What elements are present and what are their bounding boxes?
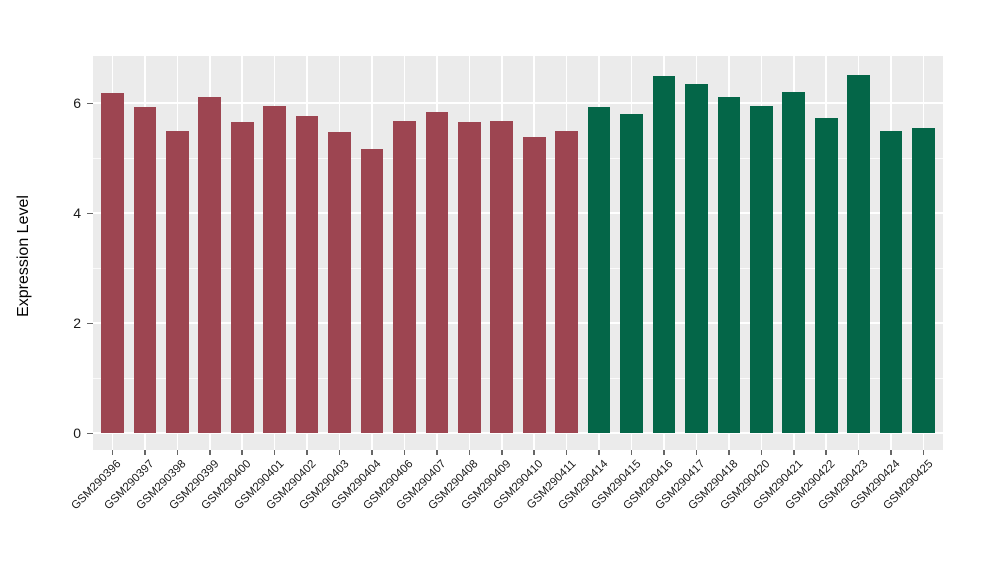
x-tick-mark [793, 450, 795, 455]
bar-GSM290411 [555, 131, 578, 434]
x-tick-mark [501, 450, 503, 455]
bar-GSM290397 [133, 106, 157, 434]
bar-GSM290422 [814, 118, 838, 434]
y-axis-title: Expression Level [15, 195, 32, 317]
gridline-major-horizontal [93, 322, 943, 325]
bar-GSM290404 [360, 148, 384, 434]
x-tick-mark [760, 450, 763, 455]
bar-GSM290423 [847, 74, 870, 434]
x-tick-mark [598, 450, 600, 455]
bar-GSM290415 [620, 114, 643, 434]
x-tick-mark [890, 450, 892, 455]
bar-GSM290416 [652, 75, 676, 434]
x-tick-mark [663, 450, 665, 455]
bar-GSM290409 [490, 120, 514, 434]
bar-GSM290399 [198, 96, 222, 434]
bar-GSM290424 [879, 131, 903, 434]
bar-GSM290403 [328, 132, 351, 434]
y-tick-mark [87, 322, 93, 325]
x-tick-mark [436, 450, 438, 455]
x-tick-mark [371, 450, 373, 455]
bar-GSM290406 [393, 121, 416, 434]
bar-GSM290418 [717, 97, 741, 434]
x-tick-mark [241, 450, 243, 455]
x-tick-mark [111, 450, 114, 455]
bar-GSM290407 [425, 112, 449, 434]
x-tick-mark [695, 450, 698, 455]
x-tick-mark [403, 450, 406, 455]
bar-GSM290396 [101, 93, 124, 434]
x-tick-mark [273, 450, 276, 455]
gridline-minor-horizontal [93, 267, 943, 269]
x-tick-mark [922, 450, 925, 455]
gridline-major-horizontal [93, 432, 943, 435]
y-tick-mark [87, 432, 93, 435]
x-tick-mark [176, 450, 179, 455]
x-tick-mark [533, 450, 535, 455]
gridline-major-horizontal [93, 212, 943, 215]
y-tick-mark [87, 212, 93, 215]
y-tick-label: 0 [73, 425, 81, 442]
bar-GSM290414 [587, 106, 611, 434]
x-tick-mark [144, 450, 146, 455]
x-tick-mark [728, 450, 730, 455]
gridline-minor-horizontal [93, 157, 943, 159]
bar-GSM290420 [750, 106, 773, 434]
y-tick-mark [87, 102, 93, 105]
x-tick-mark [468, 450, 471, 455]
bar-GSM290410 [522, 136, 546, 434]
gridline-minor-horizontal [93, 377, 943, 379]
bar-GSM290398 [166, 130, 189, 434]
x-tick-mark [630, 450, 633, 455]
x-tick-mark [857, 450, 860, 455]
y-tick-label: 6 [73, 95, 81, 112]
gridline-major-horizontal [93, 102, 943, 105]
bar-GSM290408 [458, 122, 481, 434]
x-tick-mark [209, 450, 211, 455]
bar-GSM290401 [263, 106, 286, 434]
y-tick-label: 2 [73, 315, 81, 332]
y-tick-label: 4 [73, 205, 81, 222]
x-tick-mark [825, 450, 827, 455]
x-tick-mark [565, 450, 568, 455]
bar-GSM290402 [295, 115, 319, 434]
bar-GSM290400 [230, 122, 254, 434]
x-tick-mark [306, 450, 308, 455]
bar-GSM290417 [685, 84, 708, 434]
bar-GSM290421 [782, 91, 806, 434]
bar-GSM290425 [912, 127, 935, 434]
x-tick-mark [338, 450, 341, 455]
